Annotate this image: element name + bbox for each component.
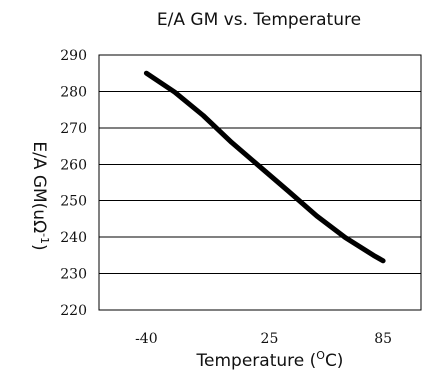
y-axis-ticks: 220 230 240 250 260 270 280 290 (60, 48, 87, 319)
x-axis-label-suffix: C) (325, 351, 344, 371)
y-tick-label-270: 270 (60, 121, 87, 137)
x-axis-label-sup: O (316, 349, 325, 362)
y-tick-label-240: 240 (60, 230, 87, 246)
y-tick-label-230: 230 (60, 267, 87, 283)
y-tick-label-220: 220 (60, 303, 87, 319)
chart-title: E/A GM vs. Temperature (157, 10, 361, 30)
y-axis-label-prefix: E/A GM(uΩ (29, 141, 49, 233)
y-tick-label-250: 250 (60, 194, 87, 210)
y-tick-label-260: 260 (60, 157, 87, 173)
series-line-0 (143, 70, 386, 264)
plot-area (98, 54, 422, 311)
x-tick-label--40: -40 (135, 331, 158, 347)
x-axis-ticks: -40 25 85 (135, 331, 392, 347)
x-tick-label-85: 85 (374, 331, 392, 347)
x-axis-label: Temperature (OC) (196, 349, 344, 371)
x-tick-label-25: 25 (261, 331, 279, 347)
y-axis-label-sup: -1 (38, 233, 51, 244)
y-tick-label-290: 290 (60, 48, 87, 64)
x-axis-label-prefix: Temperature ( (196, 351, 317, 371)
y-tick-label-280: 280 (60, 84, 87, 100)
y-axis-label-suffix: ) (29, 244, 49, 251)
plot-border (98, 54, 422, 311)
y-axis-label: E/A GM(uΩ-1) (29, 141, 51, 250)
